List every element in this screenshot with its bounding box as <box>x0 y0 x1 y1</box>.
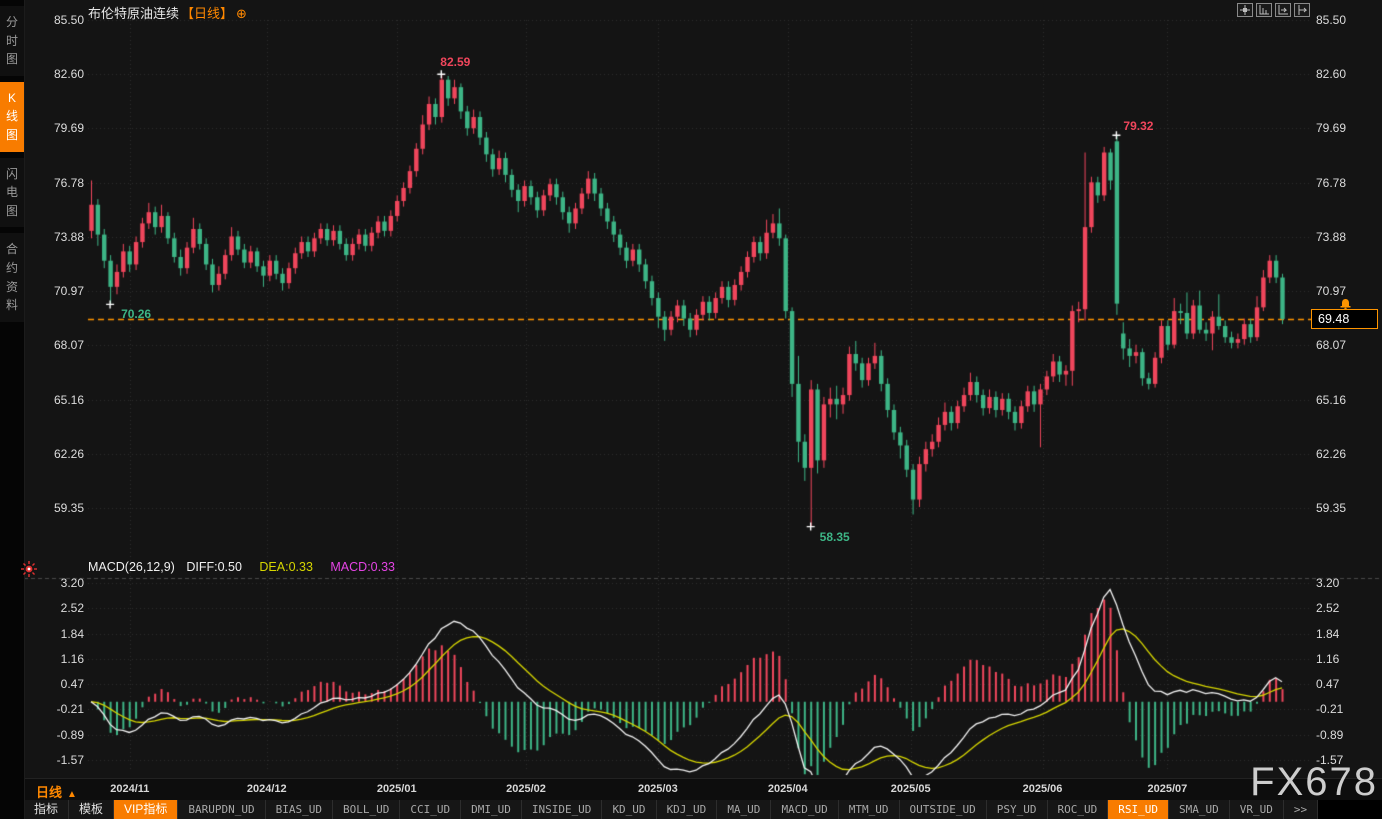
axis-tick-label: 68.07 <box>1316 338 1347 353</box>
price-annotation: 82.59 <box>440 55 471 70</box>
axis-tick-label: 65.16 <box>1316 392 1347 407</box>
tab-ROC_UD[interactable]: ROC_UD <box>1047 800 1109 819</box>
sidebar-item-合约资料[interactable]: 合 约 资 料 <box>0 233 24 322</box>
axis-tick-label: 3.20 <box>60 576 84 590</box>
axis-tick-label: -1.57 <box>1316 752 1344 767</box>
tab-BOLL_UD[interactable]: BOLL_UD <box>332 800 401 819</box>
sidebar: 分 时 图 K 线 图闪 电 图合 约 资 料 <box>0 0 25 819</box>
tab-INSIDE_UD[interactable]: INSIDE_UD <box>521 800 603 819</box>
sidebar-item-闪电图[interactable]: 闪 电 图 <box>0 157 24 228</box>
tab-VR_UD[interactable]: VR_UD <box>1229 800 1284 819</box>
date-label: 2024/11 <box>110 783 150 795</box>
axis-tick-label: 82.60 <box>53 67 84 82</box>
axis-tick-label: 76.78 <box>1316 175 1347 190</box>
date-label: 2025/02 <box>506 783 546 795</box>
axis-tick-label: 70.97 <box>53 284 84 299</box>
axis-tick-label: 1.84 <box>1316 626 1340 641</box>
date-label: 2025/04 <box>767 783 808 795</box>
sidebar-item-K线图[interactable]: K 线 图 <box>0 81 24 152</box>
axis-tick-label: 0.47 <box>1316 677 1340 692</box>
date-label: 2024/12 <box>246 783 287 795</box>
price-alert-bell-icon[interactable] <box>1339 297 1352 315</box>
axis-tick-label: 70.97 <box>1316 284 1347 299</box>
triangle-up-icon: ▲ <box>67 789 77 800</box>
axis-tick-label: 3.20 <box>1316 576 1340 590</box>
tab-KDJ_UD[interactable]: KDJ_UD <box>656 800 718 819</box>
tab-KD_UD[interactable]: KD_UD <box>602 800 657 819</box>
sidebar-item-分时图[interactable]: 分 时 图 <box>0 6 24 76</box>
axis-tick-label: 65.16 <box>53 392 84 407</box>
date-label: 2025/03 <box>637 783 678 795</box>
axis-tick-label: -1.57 <box>56 752 84 767</box>
axis-tick-label: 62.26 <box>1316 446 1347 461</box>
macd-macd-value: MACD:0.33 <box>330 560 395 574</box>
current-price-tag[interactable]: 69.48 <box>1311 309 1378 329</box>
tab-模板[interactable]: 模板 <box>69 800 115 819</box>
tab->>[interactable]: >> <box>1283 800 1319 819</box>
axis-tick-label: 59.35 <box>1316 500 1347 515</box>
tab-MACD_UD[interactable]: MACD_UD <box>771 800 839 819</box>
tab-DMI_UD[interactable]: DMI_UD <box>461 800 522 819</box>
date-label: 2025/05 <box>890 783 931 795</box>
tab-指标[interactable]: 指标 <box>24 800 70 819</box>
axis-tick-label: 0.47 <box>60 677 84 692</box>
shift-right-icon[interactable] <box>1294 3 1310 17</box>
price-annotation: 79.32 <box>1123 119 1154 134</box>
axis-tick-label: 85.50 <box>1316 13 1347 27</box>
tab-BIAS_UD[interactable]: BIAS_UD <box>265 800 333 819</box>
candlestick-chart-canvas[interactable] <box>24 0 1382 778</box>
macd-dea-value: DEA:0.33 <box>259 560 313 574</box>
tab-MA_UD[interactable]: MA_UD <box>717 800 772 819</box>
axis-tick-label: -0.89 <box>1316 727 1344 742</box>
axis-tick-label: 79.69 <box>1316 121 1347 136</box>
crosshair-icon[interactable] <box>1237 3 1253 17</box>
period-selector[interactable]: 日线 ▲ <box>36 785 77 800</box>
tab-VIP指标[interactable]: VIP指标 <box>114 800 179 819</box>
axis-pan-icon[interactable] <box>1275 3 1291 17</box>
date-label: 2025/01 <box>376 783 417 795</box>
axis-tick-label: 85.50 <box>53 13 84 27</box>
axis-tick-label: 1.84 <box>60 626 84 641</box>
axis-tick-label: 1.16 <box>1316 651 1340 666</box>
axis-tick-label: 2.52 <box>1316 601 1340 616</box>
circle-plus-icon[interactable]: ⊕ <box>236 6 247 21</box>
chart-region: 布伦特原油连续 【日线】 ⊕ 85.50 82.60 79.69 76.78 73.88 70… <box>24 0 1382 819</box>
axis-tick-label: 68.07 <box>53 338 84 353</box>
axis-tick-label: 1.16 <box>60 651 84 666</box>
date-label: 2025/07 <box>1147 783 1188 795</box>
axis-tick-label: 79.69 <box>53 121 84 136</box>
axis-scale-icon[interactable] <box>1256 3 1272 17</box>
tab-CCI_UD[interactable]: CCI_UD <box>400 800 462 819</box>
symbol-name: 布伦特原油连续 <box>88 6 180 21</box>
tab-BARUPDN_UD[interactable]: BARUPDN_UD <box>178 800 266 819</box>
period-tag[interactable]: 【日线】 <box>181 6 234 21</box>
axis-tick-label: 82.60 <box>1316 67 1347 82</box>
axis-tick-label: 62.26 <box>53 446 84 461</box>
axis-tick-label: 2.52 <box>60 601 84 616</box>
tab-RSI_UD[interactable]: RSI_UD <box>1108 800 1170 819</box>
indicator-tabbar: 指标 模板 VIP指标 BARUPDN_UD BIAS_UD BOLL_UD CCI_UD D… <box>24 800 1382 819</box>
axis-tick-label: 59.35 <box>53 500 84 515</box>
price-annotation: 70.26 <box>121 307 152 322</box>
chart-title: 布伦特原油连续 【日线】 ⊕ <box>88 3 247 22</box>
window-toolbar <box>1237 3 1310 17</box>
date-axis: 日线 ▲ 2024/11 2024/12 2025/01 2025/02 2025/03 2… <box>24 778 1382 801</box>
macd-params-label: MACD(26,12,9) <box>88 560 175 574</box>
price-annotation: 58.35 <box>819 529 850 544</box>
alarm-dot-icon[interactable] <box>20 560 38 583</box>
axis-tick-label: 73.88 <box>1316 229 1347 244</box>
tab-OUTSIDE_UD[interactable]: OUTSIDE_UD <box>899 800 987 819</box>
axis-tick-label: -0.21 <box>1316 702 1344 717</box>
axis-tick-label: 73.88 <box>53 229 84 244</box>
axis-tick-label: 76.78 <box>53 175 84 190</box>
macd-diff-value: DIFF:0.50 <box>186 560 242 574</box>
tab-SMA_UD[interactable]: SMA_UD <box>1169 800 1230 819</box>
macd-header: MACD(26,12,9) DIFF:0.50 DEA:0.33 MACD:0.… <box>88 560 395 574</box>
tab-PSY_UD[interactable]: PSY_UD <box>986 800 1048 819</box>
tab-MTM_UD[interactable]: MTM_UD <box>838 800 900 819</box>
date-label: 2025/06 <box>1022 783 1063 795</box>
watermark: FX678 <box>1250 760 1378 804</box>
axis-tick-label: -0.21 <box>56 702 84 717</box>
axis-tick-label: -0.89 <box>56 727 84 742</box>
